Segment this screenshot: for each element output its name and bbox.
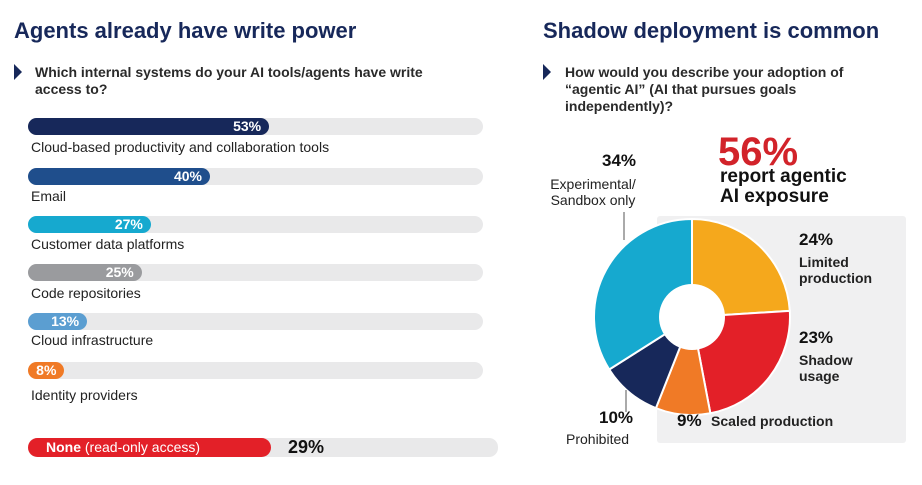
bar-track-cloud-based-productivity-and-collaboration-tools: 53% (28, 118, 483, 135)
pie-label-scaled-group: 9% Scaled production (677, 411, 833, 431)
pie-label-limited: Limited production (799, 254, 873, 286)
bar-category-label: Cloud infrastructure (31, 332, 154, 348)
question-arrow-icon (543, 64, 551, 80)
right-question: How would you describe your adoption of … (565, 64, 844, 114)
bar-track-customer-data-platforms: 27% (28, 216, 483, 233)
bar-value-label: 53% (233, 118, 262, 134)
bar-none-read-only: None (read-only access) (28, 438, 271, 457)
bar-category-label: Cloud-based productivity and collaborati… (31, 139, 330, 155)
pie-pct-limited: 24% (799, 230, 834, 249)
pie-pct-shadow: 23% (799, 328, 834, 347)
headline-percent: 56% (718, 130, 799, 174)
pie-pct-prohibited: 10% (599, 408, 634, 427)
left-title: Agents already have write power (14, 18, 357, 43)
pie-pct-scaled: 9% (677, 411, 702, 430)
bar-cloud-based-productivity-and-collaboration-tools: 53% (28, 118, 270, 135)
bar-email: 40% (28, 168, 210, 185)
bar-track-cloud-infrastructure: 13% (28, 313, 483, 330)
bar-identity-providers: 8% (28, 362, 65, 379)
bar-category-label: Email (31, 188, 67, 204)
bar-value-label: 27% (114, 216, 143, 232)
bar-value-label: 40% (173, 168, 202, 184)
bar-track-none: None (read-only access) 29% (28, 438, 498, 457)
pie-pct-experimental: 34% (602, 151, 637, 170)
bar-category-label: Identity providers (31, 387, 138, 403)
bar-track-code-repositories: 25% (28, 264, 483, 281)
bar-track-identity-providers: 8% (28, 362, 483, 379)
bar-category-label: Code repositories (31, 285, 141, 301)
right-title: Shadow deployment is common (543, 18, 880, 43)
bar-cloud-infrastructure: 13% (28, 313, 88, 330)
bar-customer-data-platforms: 27% (28, 216, 151, 233)
bar-value-label: 13% (51, 313, 80, 329)
pie-label-scaled: Scaled production (711, 413, 834, 429)
bar-category-label: None (read-only access) (46, 439, 201, 455)
headline-caption: report agentic AI exposure (720, 166, 847, 207)
question-arrow-icon (14, 64, 22, 80)
pie-label-experimental: Experimental/ Sandbox only (550, 176, 636, 208)
bar-code-repositories: 25% (28, 264, 142, 281)
bar-value-label: 8% (36, 362, 57, 378)
bar-value-label-none: 29% (288, 437, 325, 457)
left-question: Which internal systems do your AI tools/… (35, 64, 423, 97)
bar-value-label: 25% (105, 264, 134, 280)
pie-label-shadow: Shadow usage (799, 352, 853, 384)
bar-track-email: 40% (28, 168, 483, 185)
donut-hole (659, 284, 725, 350)
pie-slice-limited-production (691, 217, 791, 319)
bar-category-label: Customer data platforms (31, 236, 185, 252)
pie-label-prohibited: Prohibited (566, 431, 630, 447)
